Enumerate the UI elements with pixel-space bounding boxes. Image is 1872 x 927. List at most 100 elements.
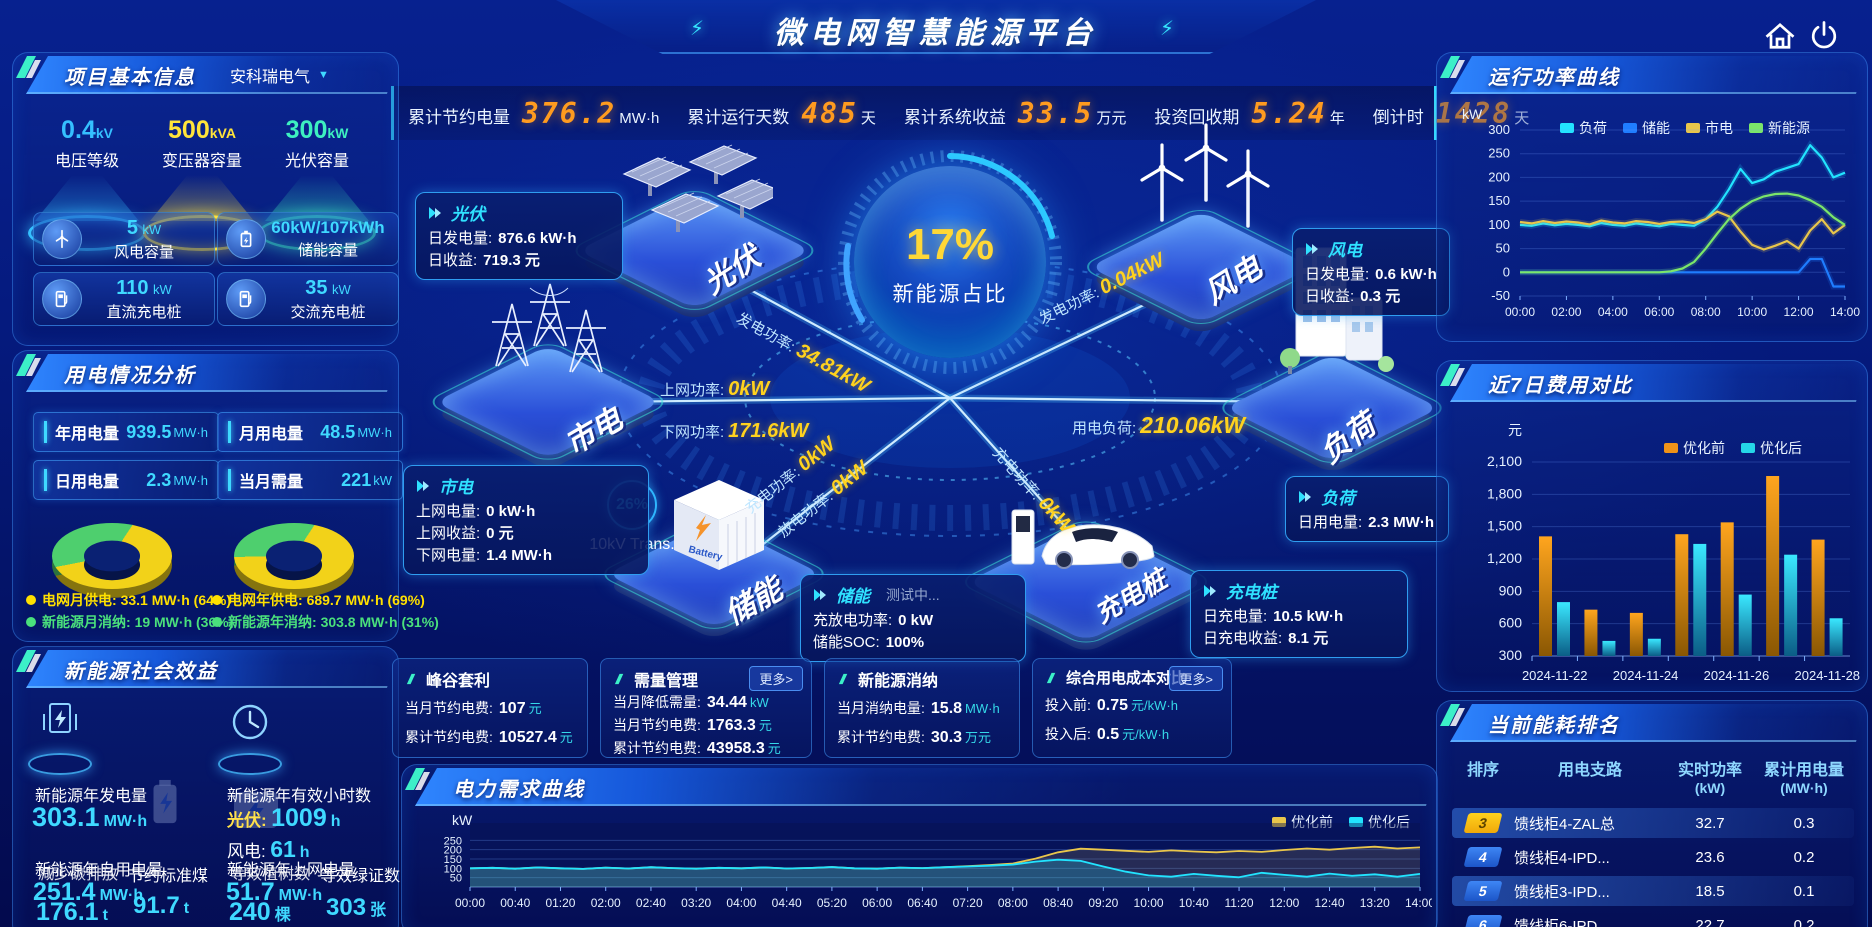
grid-platform [423, 283, 673, 482]
wind-card: 风电 日发电量: 0.6 kW·h 日收益: 0.3 元 [1292, 228, 1450, 316]
usage-month: 月用电量 48.5 MW·h [217, 412, 403, 452]
svg-text:10:00: 10:00 [1737, 305, 1767, 319]
year-supply-donut [234, 523, 354, 598]
card-corner-icon [406, 673, 416, 685]
project-info-header: 项目基本信息 安科瑞电气 ▼ [12, 56, 397, 92]
yellow-dot-icon [26, 595, 36, 605]
table-row[interactable]: 3 馈线柜4-ZAL总 32.7 0.3 [1452, 808, 1854, 838]
renewable-ratio-sphere: 17% 新能源占比 [838, 150, 1062, 374]
legend-item[interactable]: 优化前 [1664, 438, 1725, 458]
card-corner-icon [614, 673, 624, 685]
card-corner-icon [1046, 672, 1056, 683]
panel-title: 新能源社会效益 [64, 661, 218, 683]
legend-item[interactable]: 储能 [1623, 118, 1670, 138]
certs-value: 303 张 [326, 894, 387, 921]
svg-text:900: 900 [1499, 582, 1523, 598]
chevron-right-icon [1306, 242, 1318, 255]
battery-ghost-icon [142, 776, 188, 833]
month-supply-donut [52, 523, 172, 598]
svg-text:00:00: 00:00 [455, 896, 485, 910]
yellow-dot-icon [212, 595, 222, 605]
svg-text:04:40: 04:40 [772, 896, 802, 910]
svg-text:200: 200 [1488, 169, 1510, 184]
legend-item[interactable]: 优化后 [1349, 812, 1410, 832]
table-row[interactable]: 6 馈线柜6-IPD 22.7 0.2 [1452, 910, 1854, 927]
svg-text:13:20: 13:20 [1360, 896, 1390, 910]
company-name: 安科瑞电气 [230, 69, 311, 86]
card-corner-icon [838, 673, 848, 685]
run-power-panel [1436, 52, 1868, 342]
stat-wind-capacity: 5 kW 风电容量 [33, 212, 215, 266]
stat-dc-charger: 110 kW 直流充电桩 [33, 272, 215, 326]
table-row[interactable]: 4 馈线柜4-IPD... 23.6 0.2 [1452, 842, 1854, 872]
svg-text:02:40: 02:40 [636, 896, 666, 910]
battery-icon [226, 219, 266, 259]
panel-title: 电力需求曲线 [453, 779, 585, 801]
kpi-run-days: 累计运行天数 485 天 [687, 96, 876, 130]
storage-card: 储能 测试中... 充放电功率: 0 kW 储能SOC: 100% [800, 574, 1026, 662]
generation-pedestal-icon [28, 700, 92, 775]
svg-text:07:20: 07:20 [953, 896, 983, 910]
chevron-down-icon: ▼ [318, 69, 329, 81]
legend-item[interactable]: 新能源 [1749, 118, 1810, 138]
legend-item[interactable]: 优化后 [1741, 438, 1802, 458]
svg-text:14:00: 14:00 [1830, 305, 1860, 319]
demand-legend: 优化前 优化后 [1272, 812, 1410, 832]
panel-title: 近7日费用对比 [1488, 375, 1634, 397]
charger-card: 充电桩 日充电量: 10.5 kW·h 日充电收益: 8.1 元 [1190, 570, 1408, 658]
panel-corner-icon [1440, 704, 1465, 726]
page-title: 微电网智慧能源平台 [774, 17, 1098, 50]
svg-text:150: 150 [1488, 193, 1510, 208]
legend-item[interactable]: 市电 [1686, 118, 1733, 138]
pv-hours: 光伏: 1009 h [227, 804, 341, 832]
trees-label: 等效植树数 [230, 866, 311, 883]
ac-charger-icon [226, 279, 266, 319]
cost-compare-more-button[interactable]: 更多> [1169, 666, 1223, 691]
demand-mgmt-more-button[interactable]: 更多> [749, 666, 803, 691]
gen-label: 新能源年发电量 [35, 788, 148, 805]
grid-card: 市电 上网电量: 0 kW·h 上网收益: 0 元 下网电量: 1.4 MW·h [403, 465, 649, 575]
cost-compare-card: 综合用电成本对比 更多> 投入前: 0.75 元/kW·h 投入后: 0.5 元/kW·… [1032, 658, 1232, 758]
rank-badge: 4 [1463, 847, 1503, 867]
renewable-ratio-value: 17% [905, 220, 995, 269]
svg-text:600: 600 [1499, 615, 1523, 631]
legend-item[interactable]: 负荷 [1560, 118, 1607, 138]
svg-text:300: 300 [1499, 647, 1523, 663]
legend-item[interactable]: 优化前 [1272, 812, 1333, 832]
gen-value: 303.1 MW·h [32, 802, 148, 832]
wind-hours: 风电: 61 h [227, 836, 310, 862]
run-y-unit: kW [1462, 106, 1483, 122]
svg-text:0: 0 [1503, 264, 1510, 279]
svg-text:08:00: 08:00 [1691, 305, 1721, 319]
home-button[interactable] [1762, 18, 1798, 54]
peak-valley-card: 峰谷套利 当月节约电费: 107 元 累计节约电费: 10527.4 元 [392, 658, 588, 758]
svg-text:1,200: 1,200 [1487, 550, 1522, 566]
kpi-system-income: 累计系统收益 33.5 万元 [903, 96, 1127, 130]
hours-pedestal-icon [218, 700, 282, 775]
company-select[interactable]: 安科瑞电气 ▼ [230, 63, 329, 87]
panel-title: 当前能耗排名 [1488, 715, 1620, 737]
stat-ac-charger: 35 kW 交流充电桩 [217, 272, 399, 326]
panel-corner-icon [16, 354, 41, 376]
table-row[interactable]: 5 馈线柜3-IPD... 18.5 0.1 [1452, 876, 1854, 906]
panel-corner-icon [1440, 364, 1465, 386]
flow-grid-down: 下网功率: 171.6kW [660, 420, 809, 442]
ranking-table-header: 排序 用电支路 实时功率 (kW) 累计用电量 (MW·h) [1466, 762, 1844, 796]
kpi-bar: 累计节约电量 376.2 MW·h 累计运行天数 485 天 累计系统收益 33.5 万元 … [391, 86, 1529, 140]
run-legend: 负荷 储能 市电 新能源 [1560, 118, 1810, 138]
run-power-chart: 300 250 200 150 100 50 0 -50 00:00 02:00 04:00 06:0… [1488, 122, 1860, 319]
chevron-right-icon [417, 479, 429, 492]
svg-text:10:40: 10:40 [1179, 896, 1209, 910]
solar-panels-icon [623, 144, 773, 232]
svg-text:08:00: 08:00 [998, 896, 1028, 910]
svg-text:02:00: 02:00 [591, 896, 621, 910]
panel-title: 运行功率曲线 [1488, 67, 1620, 89]
to-grid-value: 51.7 MW·h [226, 878, 323, 906]
usage-day: 日用电量 2.3 MW·h [33, 460, 219, 500]
svg-text:200: 200 [444, 845, 462, 857]
legend-renew-month: 新能源月消纳: 19 MW·h (36%) [26, 612, 233, 632]
demand-curve-header: 电力需求曲线 [401, 768, 1436, 804]
svg-text:00:40: 00:40 [500, 896, 530, 910]
power-button[interactable] [1806, 18, 1842, 54]
